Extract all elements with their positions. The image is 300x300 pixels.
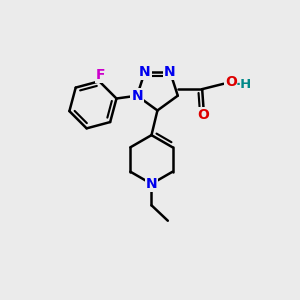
Text: N: N: [146, 177, 157, 191]
Text: O: O: [225, 75, 237, 89]
Text: N: N: [131, 89, 143, 103]
Text: O: O: [198, 108, 210, 122]
Text: F: F: [96, 68, 106, 82]
Text: N: N: [164, 65, 176, 79]
Text: ·H: ·H: [236, 78, 252, 91]
Text: N: N: [139, 65, 151, 79]
